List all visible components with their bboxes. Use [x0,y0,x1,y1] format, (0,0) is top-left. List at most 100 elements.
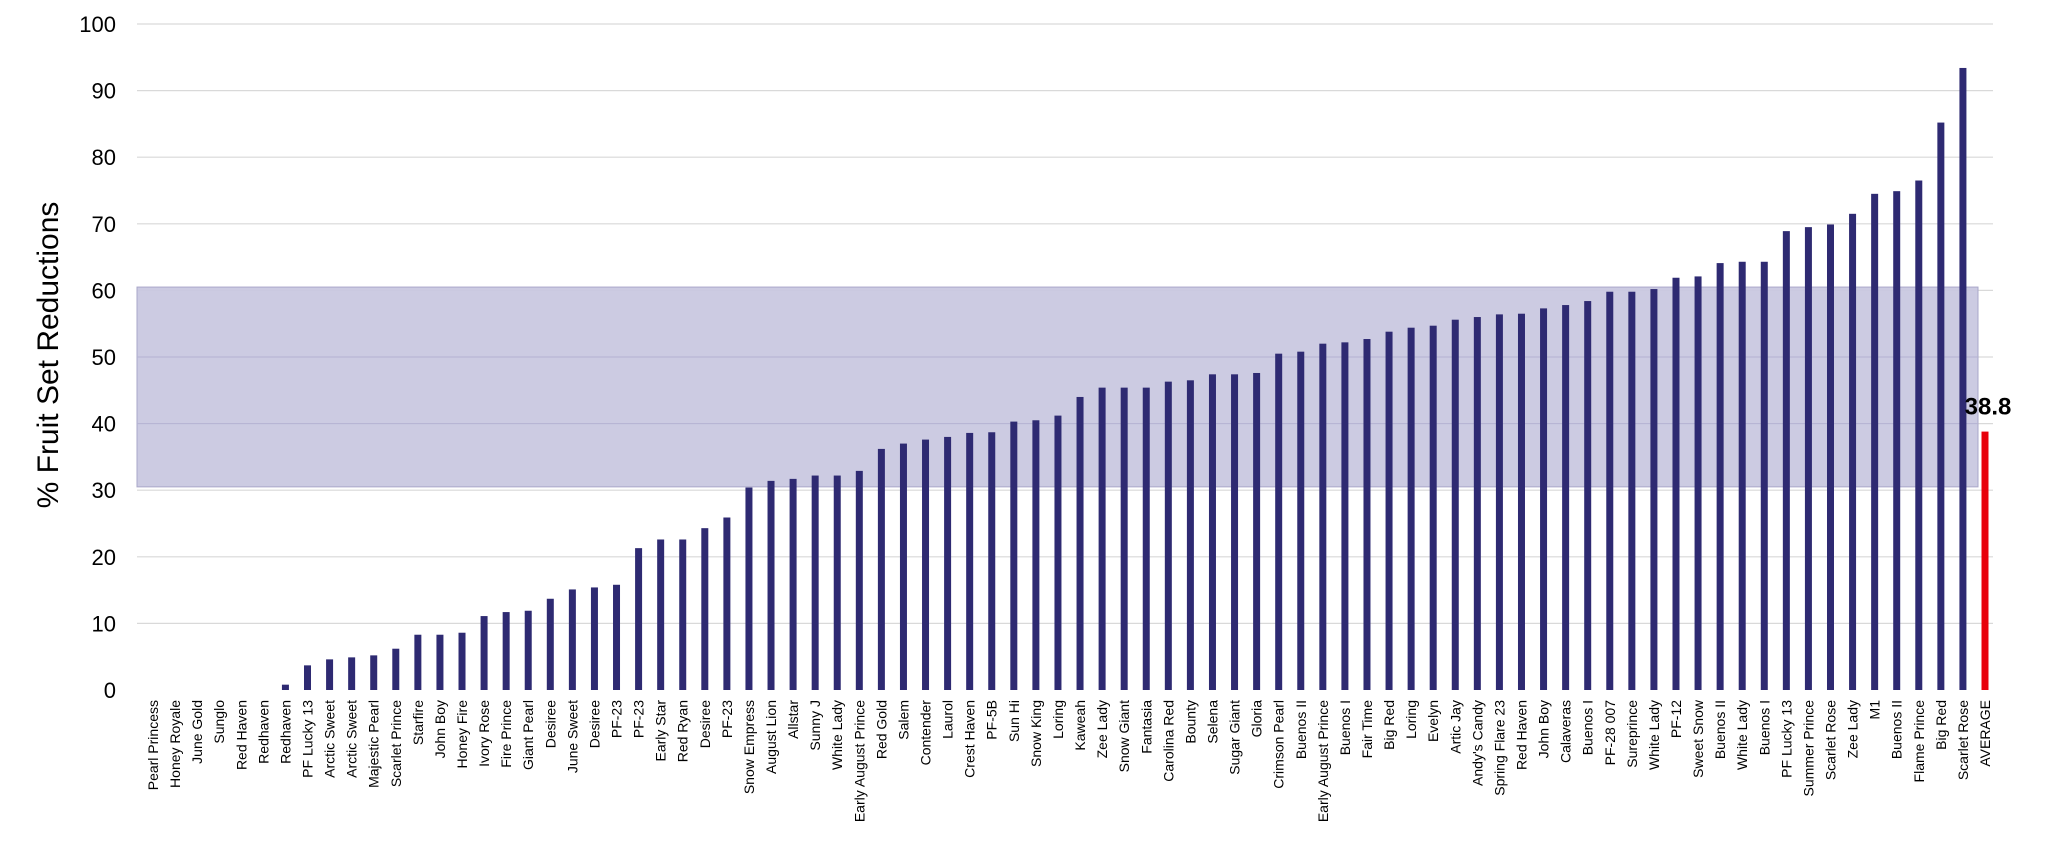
x-tick-label: Big Red [1381,700,1397,750]
y-tick-label: 30 [92,478,116,503]
x-tick-label: Redhaven [255,700,271,764]
bar [281,684,289,690]
bar [392,648,400,690]
bar [1341,342,1349,690]
x-tick-label: Sunny J [807,700,823,751]
bar [1915,180,1923,690]
x-tick-label: Giant Pearl [520,700,536,770]
x-tick-label: Scarlet Rose [1955,700,1971,780]
bar [1054,415,1062,690]
bar [1650,289,1658,690]
bar [524,610,532,690]
x-tick-label: Ivory Rose [476,700,492,767]
x-tick-label: Carolina Red [1160,700,1176,782]
x-tick-label: Zee Lady [1845,700,1861,758]
x-tick-label: PF-5B [984,700,1000,740]
x-tick-label: Red Gold [873,700,889,759]
x-tick-label: Sunglo [211,700,227,744]
bar [1297,351,1305,690]
x-tick-label: Pearl Princess [145,700,161,790]
x-tick-label: Early August Prince [1315,700,1331,822]
bar [988,432,996,690]
bar [944,436,952,690]
bar [1120,387,1128,690]
bar [1517,313,1525,690]
bar [1385,331,1393,690]
x-tick-label: Allstar [785,700,801,739]
x-tick-label: PF Lucky 13 [1778,700,1794,778]
x-tick-label: Calaveras [1558,700,1574,763]
bar [480,616,488,690]
bar [1208,374,1216,690]
bar [568,589,576,690]
y-tick-label: 0 [104,678,116,703]
x-tick-label: Kaweah [1072,700,1088,751]
x-tick-label: M1 [1867,700,1883,720]
x-tick-label: Fantasia [1138,700,1154,754]
x-tick-label: Starfire [410,700,426,745]
x-tick-label: Fair Time [1359,700,1375,759]
x-axis-ticks: Pearl Princess Honey Royale June Gold Sungl… [145,699,1993,822]
bar [304,665,312,690]
bar [546,598,554,690]
x-tick-label: Sugar Giant [1227,700,1243,775]
x-tick-label: Scarlet Prince [388,700,404,787]
bar [414,634,422,690]
x-tick-label: Summer Prince [1800,700,1816,797]
y-tick-label: 100 [79,12,116,37]
bar [1186,380,1194,690]
x-tick-label: Flame Prince [1911,700,1927,783]
x-tick-label: AVERAGE [1977,700,1993,767]
y-tick-label: 70 [92,212,116,237]
x-tick-label: Buenos II [1293,700,1309,759]
bar [1164,381,1172,690]
bar [1672,277,1680,690]
y-tick-label: 20 [92,545,116,570]
x-tick-label: White Lady [1646,700,1662,770]
x-tick-label: Buenos I [1337,700,1353,755]
x-tick-label: Loring [1050,700,1066,739]
x-tick-label: Early August Prince [851,700,867,822]
x-tick-label: June Gold [189,700,205,764]
bar [1429,325,1437,690]
bar [1849,213,1857,690]
y-tick-label: 80 [92,145,116,170]
x-tick-label: Andy's Candy [1469,700,1485,786]
x-tick-label: Buenos II [1889,700,1905,759]
x-tick-label: Honey Royale [167,700,183,788]
y-tick-label: 40 [92,412,116,437]
bar [1032,420,1040,690]
x-tick-label: Big Red [1933,700,1949,750]
bar [1363,339,1371,690]
bar [1319,343,1327,690]
bar [1628,291,1636,690]
x-tick-label: PF Lucky 13 [300,700,316,778]
bar [966,432,974,690]
bar [1826,224,1834,690]
x-tick-label: John Boy [432,700,448,758]
x-tick-label: Majestic Pearl [366,700,382,788]
y-tick-label: 60 [92,278,116,303]
bar [767,480,775,690]
bar [679,539,687,690]
bar [458,632,466,690]
x-tick-label: Scarlet Rose [1822,700,1838,780]
x-tick-label: Early Star [653,700,669,762]
bar [1893,191,1901,690]
x-tick-label: Buenos I [1580,700,1596,755]
x-tick-label: Desiree [586,700,602,748]
x-tick-label: Red Haven [233,700,249,770]
bar [635,548,643,690]
x-tick-label: Bounty [1182,700,1198,744]
x-tick-label: Laurol [940,700,956,739]
x-tick-label: Redhaven [277,700,293,764]
bar [1540,308,1548,690]
x-tick-label: Gloria [1249,700,1265,738]
bar [833,475,841,690]
bar [855,470,863,690]
x-tick-label: PF-12 [1668,700,1684,738]
bar [899,443,907,690]
x-tick-label: June Sweet [564,700,580,773]
bar [502,612,510,690]
data-labels: 38.8 [1965,394,2012,421]
